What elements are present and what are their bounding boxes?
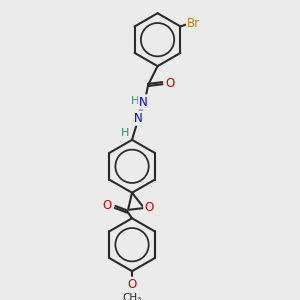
Text: O: O [103, 199, 112, 212]
Text: CH₃: CH₃ [122, 292, 142, 300]
Text: H: H [131, 96, 139, 106]
Text: H: H [121, 128, 130, 138]
Text: O: O [144, 201, 154, 214]
Text: O: O [165, 76, 175, 90]
Text: N: N [134, 112, 143, 124]
Text: Br: Br [187, 17, 200, 30]
Text: O: O [128, 278, 137, 291]
Text: N: N [139, 95, 148, 109]
